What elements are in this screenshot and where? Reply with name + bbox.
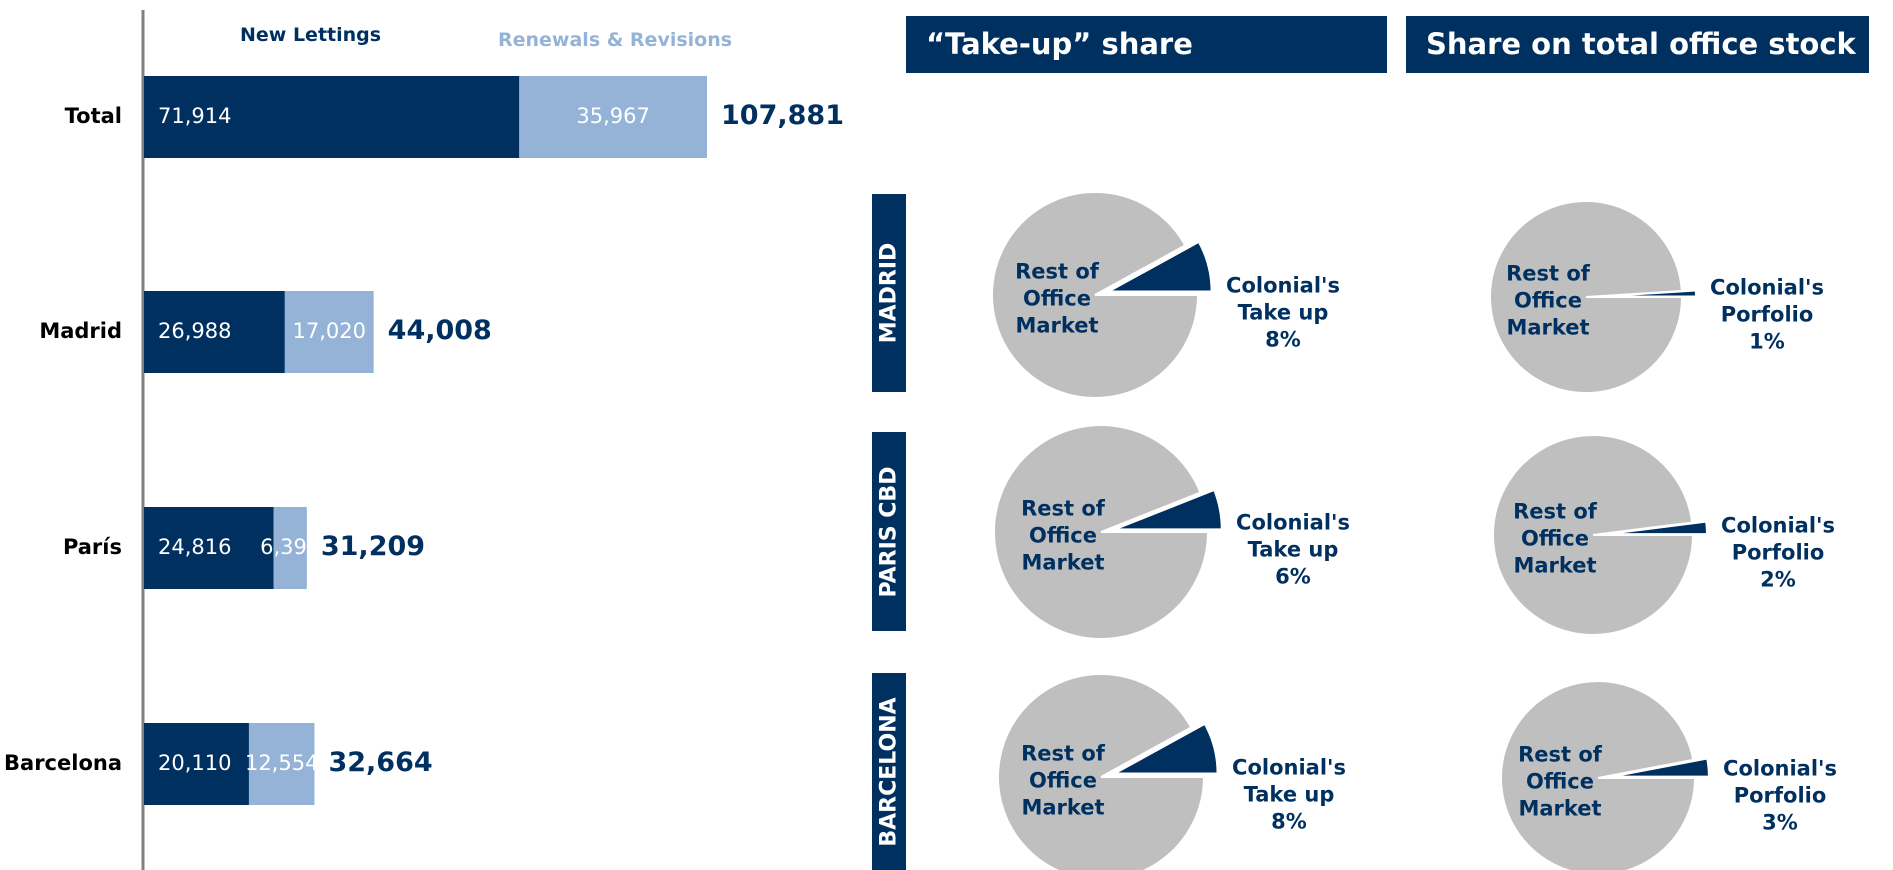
city-band: PARIS CBD (872, 432, 906, 631)
pie-label: Rest of Office Market (1506, 261, 1590, 340)
pie-slice (1108, 240, 1213, 293)
panel-title: “Take-up” share (906, 16, 1387, 73)
bar-segment (273, 507, 307, 589)
legend-entry: New Lettings (240, 24, 382, 46)
panel-title: Share on total office stock (1406, 16, 1869, 73)
pie-label: Colonial's Take up 8% (1221, 273, 1346, 354)
value-label: 2% (1760, 567, 1796, 592)
category-label: París (62, 535, 122, 559)
pie-label: Colonial's Porfolio 1% (1705, 275, 1830, 356)
bar-segment (144, 76, 520, 158)
bar-segment (144, 507, 274, 589)
total-label: 44,008 (387, 315, 492, 346)
bar-segment (248, 723, 315, 805)
category-label: Barcelona (4, 751, 122, 775)
pie-slice (1606, 520, 1708, 536)
pie-slice (1114, 722, 1219, 775)
pie-label: Rest of Office Market (1518, 742, 1602, 821)
value-label: 12,554 (244, 751, 319, 775)
value-label: 3% (1762, 810, 1798, 835)
pie-label: Rest of Office Market (1021, 496, 1105, 575)
value-label: 26,988 (158, 319, 232, 343)
value-label: 24,816 (158, 535, 232, 559)
category-label: Madrid (39, 319, 122, 343)
category-name: Colonial's Porfolio (1710, 275, 1824, 327)
pie-slice (993, 423, 1210, 640)
bar-segment (144, 723, 249, 805)
value-label: 35,967 (576, 104, 650, 128)
bar-segment (144, 291, 285, 373)
category-name: Colonial's Porfolio (1723, 756, 1837, 808)
city-label: PARIS CBD (876, 466, 902, 597)
value-label: 71,914 (158, 104, 232, 128)
category-name: Colonial's Take up (1236, 510, 1350, 562)
total-label: 107,881 (721, 100, 844, 131)
pie-slice (997, 673, 1206, 870)
category-name: Colonial's Porfolio (1721, 513, 1835, 565)
category-label: Total (64, 104, 122, 128)
city-label: MADRID (876, 242, 902, 344)
pie-label: Colonial's Take up 6% (1231, 510, 1356, 591)
pie-label: Rest of Office Market (1021, 741, 1105, 820)
pie-slice (1114, 488, 1223, 531)
total-label: 31,209 (320, 531, 426, 562)
city-band: MADRID (872, 194, 906, 392)
category-name: Colonial's Take up (1232, 755, 1346, 807)
pie-label: Colonial's Porfolio 3% (1718, 756, 1843, 837)
category-name: Colonial's Take up (1226, 273, 1340, 325)
value-label: 17,020 (292, 319, 366, 343)
city-band: BARCELONA (872, 673, 906, 870)
total-label: 32,664 (328, 747, 433, 778)
pie-slice (1500, 680, 1697, 870)
legend-entry: Renewals & Revisions (498, 29, 733, 51)
value-label: 6,393 (260, 535, 321, 559)
pie-label: Rest of Office Market (1513, 499, 1597, 578)
pie-label: Rest of Office Market (1015, 259, 1099, 338)
value-label: 6% (1275, 564, 1311, 589)
value-label: 1% (1749, 329, 1785, 354)
value-label: 8% (1271, 809, 1307, 834)
pie-label: Colonial's Porfolio 2% (1716, 513, 1841, 594)
pie-slice (1599, 289, 1697, 298)
pie-slice (1489, 200, 1684, 394)
pie-label: Colonial's Take up 8% (1227, 755, 1352, 836)
pie-slice (1492, 434, 1695, 637)
value-label: 20,110 (158, 751, 232, 775)
city-label: BARCELONA (876, 696, 902, 847)
value-label: 8% (1265, 327, 1301, 352)
bar-segment (284, 291, 374, 373)
bar-segment (519, 76, 707, 158)
pie-slice (991, 191, 1200, 399)
pie-slice (1611, 757, 1710, 778)
